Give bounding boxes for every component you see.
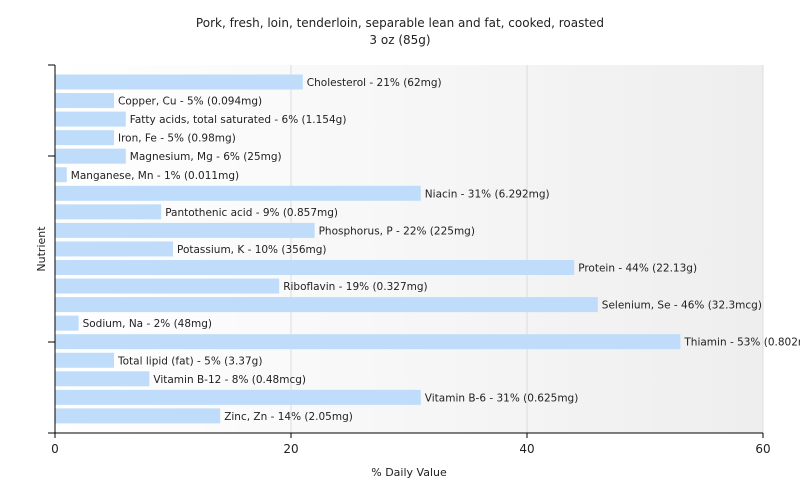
bar xyxy=(55,148,126,164)
bar xyxy=(55,260,575,275)
x-tick-label: 0 xyxy=(51,442,59,456)
bar-labels: Cholesterol - 21% (62mg) Copper, Cu - 5% … xyxy=(71,77,800,423)
bar-label: Vitamin B-12 - 8% (0.48mcg) xyxy=(153,374,306,386)
x-tick-label: 20 xyxy=(283,442,298,456)
bar-label: Iron, Fe - 5% (0.98mg) xyxy=(118,133,236,145)
bar-label: Total lipid (fat) - 5% (3.37g) xyxy=(117,355,262,367)
bar-label: Protein - 44% (22.13g) xyxy=(578,263,697,275)
bars xyxy=(55,74,681,424)
y-axis-label: Nutrient xyxy=(35,226,48,272)
bar xyxy=(55,389,421,405)
bar xyxy=(55,204,162,220)
bar-label: Zinc, Zn - 14% (2.05mg) xyxy=(224,411,353,423)
bar xyxy=(55,334,681,350)
bar xyxy=(55,167,67,183)
bar xyxy=(55,352,114,368)
bar xyxy=(55,93,114,109)
bar xyxy=(55,111,126,127)
x-tick-label: 40 xyxy=(519,442,534,456)
bar-label: Copper, Cu - 5% (0.094mg) xyxy=(118,96,262,108)
bar-label: Phosphorus, P - 22% (225mg) xyxy=(319,225,475,237)
bar-label: Pantothenic acid - 9% (0.857mg) xyxy=(165,207,338,219)
bar-label: Vitamin B-6 - 31% (0.625mg) xyxy=(425,392,579,404)
chart-subtitle: 3 oz (85g) xyxy=(369,33,430,47)
bar xyxy=(55,278,280,294)
axes xyxy=(48,64,764,438)
bar xyxy=(55,222,315,238)
bar-label: Sodium, Na - 2% (48mg) xyxy=(83,318,212,330)
bar-label: Manganese, Mn - 1% (0.011mg) xyxy=(71,170,239,182)
grid xyxy=(290,65,764,433)
bar-label: Fatty acids, total saturated - 6% (1.154… xyxy=(130,114,347,126)
bar-label: Niacin - 31% (6.292mg) xyxy=(425,188,550,200)
bar-label: Magnesium, Mg - 6% (25mg) xyxy=(130,151,282,163)
bar xyxy=(55,130,114,146)
chart-title: Pork, fresh, loin, tenderloin, separable… xyxy=(196,16,604,30)
bar-label: Selenium, Se - 46% (32.3mcg) xyxy=(602,300,762,312)
bar xyxy=(55,371,150,387)
bar xyxy=(55,74,303,90)
x-axis-label: % Daily Value xyxy=(371,466,447,479)
x-tick-labels: 0 20 40 60 xyxy=(51,442,770,456)
bar-label: Potassium, K - 10% (356mg) xyxy=(177,244,327,256)
bar-label: Cholesterol - 21% (62mg) xyxy=(307,77,442,89)
bar xyxy=(55,297,598,313)
x-tick-label: 60 xyxy=(755,442,770,456)
bar xyxy=(55,241,173,257)
bar xyxy=(55,315,79,331)
bar xyxy=(55,185,421,201)
bar-label: Riboflavin - 19% (0.327mg) xyxy=(283,281,427,293)
bar-label: Thiamin - 53% (0.802mg) xyxy=(683,337,800,349)
bar xyxy=(55,408,221,424)
